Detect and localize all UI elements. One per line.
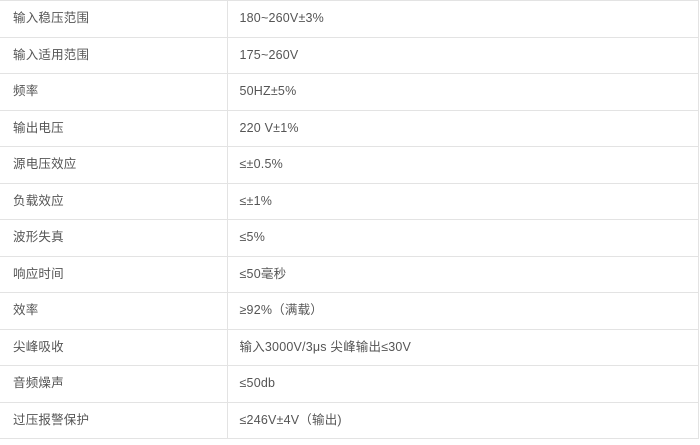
parameter-name-cell: 尖峰吸收	[0, 329, 228, 366]
parameter-value-cell: ≤50db	[227, 365, 698, 403]
parameter-value-cell: 220 V±1%	[227, 110, 698, 147]
parameter-value-cell: ≥92%（满载）	[227, 292, 698, 330]
parameter-value-cell: 175~260V	[227, 37, 698, 74]
parameter-name-cell: 输出电压	[0, 110, 228, 147]
parameter-name-cell: 输入稳压范围	[0, 0, 228, 38]
table-row: 尖峰吸收 输入3000V/3μs 尖峰输出≤30V	[0, 329, 698, 366]
table-row: 输入稳压范围 180~260V±3%	[0, 0, 698, 38]
table-row: 源电压效应 ≤±0.5%	[0, 146, 698, 184]
table-row: 音频燥声 ≤50db	[0, 365, 698, 403]
table-row: 输出电压 220 V±1%	[0, 110, 698, 147]
parameter-name-cell: 频率	[0, 73, 228, 111]
parameter-name-cell: 过压报警保护	[0, 402, 228, 439]
parameter-name-cell: 负载效应	[0, 183, 228, 220]
parameter-value-cell: 180~260V±3%	[227, 0, 698, 38]
parameter-value-cell: ≤50毫秒	[227, 256, 698, 293]
parameter-name-cell: 响应时间	[0, 256, 228, 293]
parameter-value-cell: ≤246V±4V（输出)	[239, 412, 342, 427]
table-row: 频率 50HZ±5%	[0, 73, 698, 111]
table-row: 波形失真 ≤5%	[0, 219, 698, 257]
parameter-value-cell: ≤±1%	[227, 183, 698, 220]
table-row: 效率 ≥92%（满载）	[0, 292, 698, 330]
parameter-value-cell: ≤5%	[227, 219, 698, 257]
table-row: 负载效应 ≤±1%	[0, 183, 698, 220]
parameter-name-cell: 效率	[0, 292, 228, 330]
table-row: 输入适用范围 175~260V	[0, 37, 698, 74]
parameter-name-cell: 波形失真	[0, 219, 228, 257]
table-row: 响应时间 ≤50毫秒	[0, 256, 698, 293]
parameter-name-cell: 源电压效应	[0, 146, 228, 184]
parameter-name-cell: 输入适用范围	[0, 37, 228, 74]
parameter-value-cell: ≤±0.5%	[227, 146, 698, 184]
parameter-name-cell: 音频燥声	[0, 365, 228, 403]
table-row: 过压报警保护 ≤246V±4V（输出)	[0, 402, 698, 439]
parameter-value-cell: 输入3000V/3μs 尖峰输出≤30V	[227, 329, 698, 366]
parameter-value-cell: 50HZ±5%	[227, 73, 698, 111]
